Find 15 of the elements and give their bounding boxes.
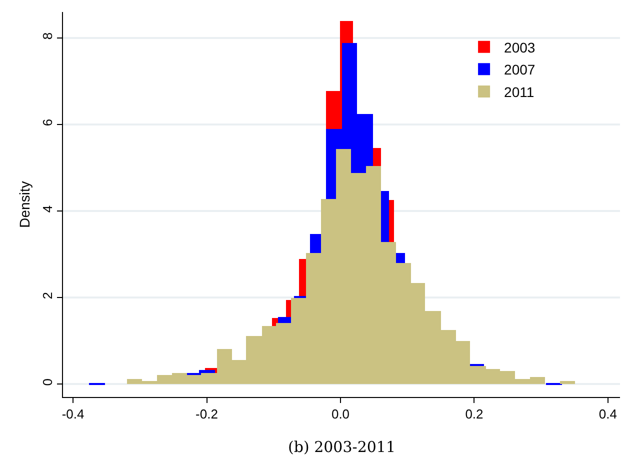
legend-label: 2007 [504, 62, 536, 78]
y-axis-title: Density [16, 181, 32, 228]
x-tick-label: 0.4 [598, 406, 617, 422]
legend-label: 2011 [504, 84, 534, 100]
x-tick-label: 0.2 [465, 406, 484, 422]
y-tick-label: 8 [40, 32, 55, 40]
x-tick-label: -0.2 [196, 406, 218, 422]
y-tick-label: 4 [40, 205, 55, 213]
x-tick-label: -0.4 [62, 406, 84, 422]
y-tick-label: 2 [40, 292, 55, 300]
x-tick-label: 0.0 [331, 406, 350, 422]
legend-label: 2003 [504, 39, 536, 56]
text: (b) 2003-2011 [288, 438, 396, 456]
y-tick-label: 6 [40, 118, 55, 126]
y-tick-label: 0 [40, 378, 55, 386]
